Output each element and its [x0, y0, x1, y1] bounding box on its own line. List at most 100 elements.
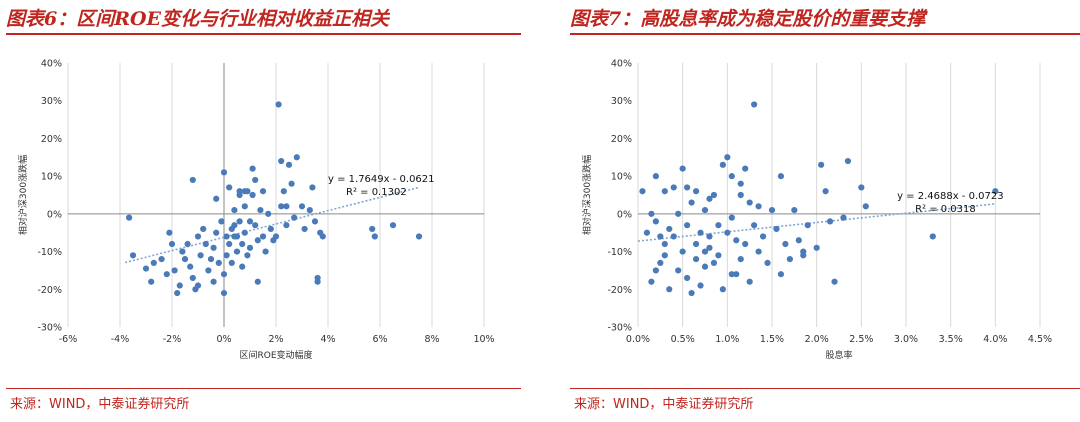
data-point	[675, 210, 682, 217]
y-tick-label: 20%	[41, 134, 62, 145]
data-point	[168, 240, 176, 248]
data-point	[389, 222, 397, 229]
data-point	[742, 240, 749, 248]
data-point	[181, 256, 189, 263]
data-point	[701, 248, 709, 255]
data-point	[171, 267, 178, 274]
y-tick-label: -10%	[37, 247, 62, 258]
data-point	[194, 233, 202, 240]
data-point	[236, 191, 243, 199]
data-point	[213, 229, 220, 236]
data-point	[259, 188, 267, 195]
data-point	[661, 240, 668, 248]
data-point	[241, 203, 248, 210]
r-squared-label: R² = 0.0318	[915, 204, 976, 215]
trend-equation: y = 2.4688x - 0.0723	[897, 191, 1004, 202]
data-point	[666, 225, 673, 233]
data-point	[768, 206, 776, 214]
y-tick-label: 30%	[41, 96, 62, 107]
y-tick-label: 10%	[41, 172, 62, 183]
data-point	[710, 191, 718, 199]
data-point	[241, 229, 248, 236]
data-point	[992, 188, 999, 195]
title-rule	[6, 33, 521, 35]
data-point	[415, 233, 423, 240]
data-point	[692, 256, 700, 263]
scatter-chart-dividend: -30% -20% -10% 0% 10% 20% 30% 40% 0.0% 0.5% 1.0% 1.…	[581, 59, 1052, 362]
data-point	[657, 259, 664, 266]
x-tick-label: -4%	[111, 334, 130, 345]
source-note: 来源：WIND，中泰证券研究所	[574, 397, 754, 412]
data-point	[262, 248, 269, 255]
trendline	[125, 186, 420, 264]
data-point	[278, 157, 285, 165]
data-point	[670, 233, 677, 240]
data-point	[684, 274, 691, 282]
data-point	[701, 206, 709, 214]
data-point	[670, 184, 677, 191]
data-point	[371, 233, 378, 240]
data-point	[189, 274, 196, 282]
data-point	[200, 225, 207, 233]
x-tick-label: 2.5%	[849, 334, 873, 345]
scatter-chart-roe: -30% -20% -10% 0% 10% 20% 30% 40% -6% -4% -2% 0% 2% 4…	[17, 59, 495, 362]
data-point	[252, 176, 259, 184]
data-point	[163, 271, 170, 278]
data-point	[657, 233, 664, 240]
data-point	[697, 282, 704, 289]
data-point	[265, 210, 272, 217]
data-point	[249, 191, 256, 199]
x-tick-label: 0.0%	[626, 334, 650, 345]
data-point	[283, 203, 290, 210]
data-point	[285, 161, 293, 168]
data-point	[822, 188, 829, 195]
data-point	[862, 203, 869, 210]
data-point	[213, 195, 220, 202]
x-axis-label: 股息率	[825, 349, 852, 361]
data-point	[737, 256, 744, 263]
data-point	[298, 203, 306, 210]
data-point	[858, 184, 865, 191]
data-point	[724, 154, 731, 161]
data-point	[278, 203, 285, 210]
data-point	[751, 101, 758, 108]
y-axis-label: 相对沪深300涨跌幅	[581, 155, 593, 235]
data-point	[675, 267, 682, 274]
chart-panel-right: 图表7：高股息率成为稳定股价的重要支撑 -30% -20% -10% 0% 10% 20%…	[570, 0, 1080, 422]
data-point	[158, 256, 165, 263]
data-point	[272, 233, 280, 240]
y-tick-label: 30%	[611, 96, 632, 107]
source-note: 来源：WIND，中泰证券研究所	[10, 397, 190, 412]
data-point	[205, 267, 212, 274]
x-tick-label: 4.5%	[1028, 334, 1052, 345]
source-rule	[6, 388, 521, 389]
data-point	[684, 222, 691, 229]
data-point	[706, 233, 713, 240]
data-point	[697, 229, 704, 236]
data-point	[291, 214, 298, 221]
data-point	[929, 233, 936, 240]
data-point	[652, 267, 659, 274]
data-point	[786, 256, 793, 263]
y-tick-label: -30%	[607, 323, 632, 334]
data-point	[129, 252, 137, 259]
data-point	[737, 180, 744, 187]
y-tick-label: -20%	[37, 285, 62, 296]
y-axis-label: 相对沪深300涨跌幅	[17, 155, 29, 235]
x-tick-label: 2%	[268, 334, 283, 345]
data-point	[215, 259, 222, 266]
y-tick-label: 10%	[611, 172, 632, 183]
data-point	[306, 206, 313, 214]
x-tick-label: 1.0%	[715, 334, 739, 345]
data-point	[661, 252, 668, 259]
data-point	[719, 161, 726, 168]
data-point	[259, 233, 267, 240]
x-axis-label: 区间ROE变动幅度	[239, 349, 312, 361]
data-point	[701, 263, 709, 270]
data-point	[187, 263, 194, 270]
data-point	[189, 176, 196, 184]
data-point	[244, 252, 251, 259]
data-point	[314, 274, 321, 282]
data-point	[257, 206, 264, 214]
data-point	[755, 248, 762, 255]
